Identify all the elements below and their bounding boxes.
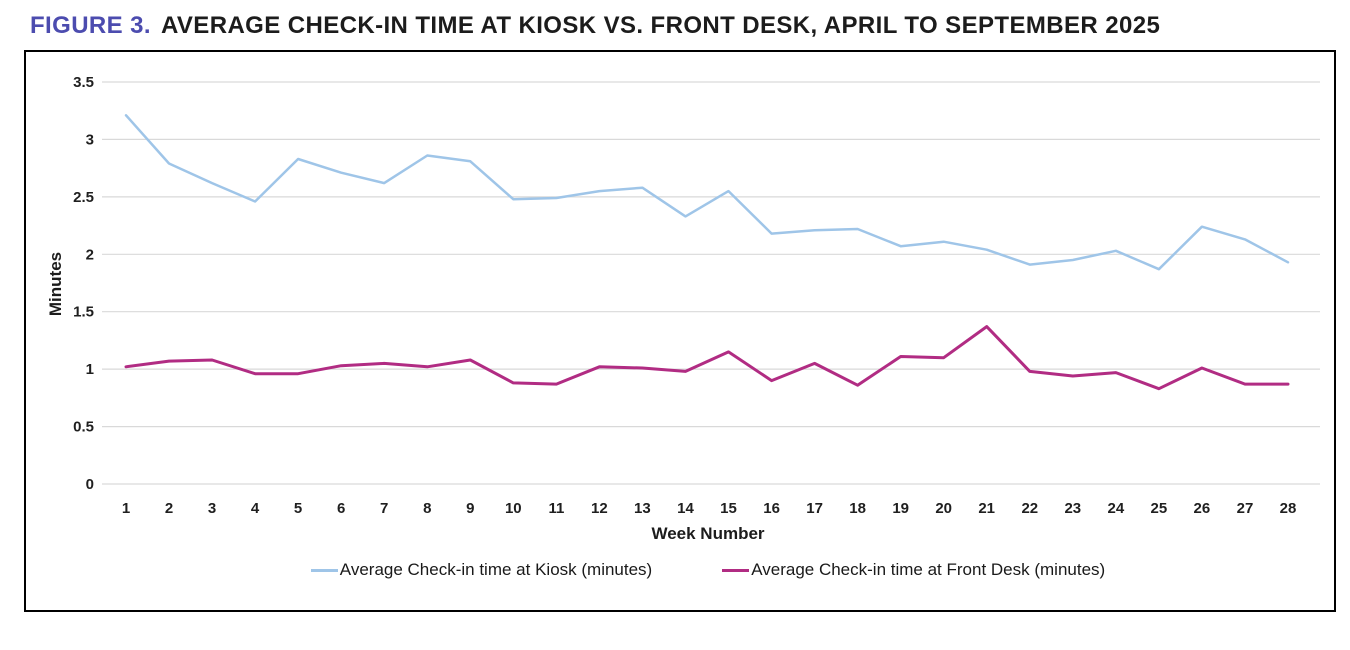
x-tick-label: 13 xyxy=(634,500,651,517)
front-desk-line-swatch-icon xyxy=(722,568,750,572)
y-axis-title: Minutes xyxy=(46,251,65,317)
x-tick-label: 21 xyxy=(978,500,995,517)
x-tick-label: 11 xyxy=(548,500,564,517)
x-tick-label: 9 xyxy=(466,500,474,517)
y-tick-label: 2.5 xyxy=(73,189,94,206)
x-tick-label: 16 xyxy=(763,500,780,517)
x-axis-title: Week Number xyxy=(651,524,765,543)
x-tick-label: 24 xyxy=(1108,500,1125,517)
x-tick-label: 8 xyxy=(423,500,431,517)
x-tick-label: 7 xyxy=(380,500,388,517)
x-tick-label: 6 xyxy=(337,500,345,517)
y-tick-label: 3 xyxy=(86,131,94,148)
chart-legend: Average Check-in time at Kiosk (minutes)… xyxy=(26,560,1334,580)
legend-label-kiosk: Average Check-in time at Kiosk (minutes) xyxy=(339,560,653,579)
y-tick-label: 0 xyxy=(86,476,94,493)
x-tick-label: 2 xyxy=(165,500,173,517)
x-tick-label: 18 xyxy=(849,500,866,517)
x-tick-label: 12 xyxy=(591,500,608,517)
x-tick-label: 27 xyxy=(1237,500,1254,517)
y-tick-label: 1.5 xyxy=(73,304,94,321)
x-tick-label: 22 xyxy=(1021,500,1038,517)
line-chart: 00.511.522.533.51 2 3 4 5 6 7 8 9 10 11 12 13 14 15 16 1… xyxy=(73,74,1320,517)
x-tick-label: 28 xyxy=(1280,500,1297,517)
x-tick-label: 1 xyxy=(122,500,130,517)
y-tick-label: 1 xyxy=(86,361,94,378)
x-tick-label: 4 xyxy=(251,500,260,517)
x-tick-label: 14 xyxy=(677,500,694,517)
x-tick-label: 17 xyxy=(806,500,823,517)
y-tick-label: 2 xyxy=(86,246,94,263)
legend-label-front-desk: Average Check-in time at Front Desk (min… xyxy=(751,560,1106,579)
chart-container: Minutes 0 0.5 1 1.5 2 2.5 3 3.5 1 2 3 4 5 6 7 8 9 10 11 12 1… xyxy=(24,50,1336,612)
kiosk-line-swatch-icon xyxy=(310,568,338,572)
x-tick-label: 15 xyxy=(720,500,737,517)
figure-title-text: AVERAGE CHECK-IN TIME AT KIOSK VS. FRONT… xyxy=(160,12,1161,39)
x-tick-label: 10 xyxy=(505,500,522,517)
x-tick-label: 5 xyxy=(294,500,302,517)
x-tick-label: 20 xyxy=(935,500,952,517)
kiosk-line xyxy=(124,114,1290,271)
x-tick-label: 23 xyxy=(1064,500,1081,517)
figure-title: FIGURE 3. AVERAGE CHECK-IN TIME AT KIOSK … xyxy=(30,12,1350,40)
x-tick-label: 19 xyxy=(892,500,909,517)
legend-item-front-desk: Average Check-in time at Front Desk (min… xyxy=(722,560,1105,580)
figure-page: FIGURE 3. AVERAGE CHECK-IN TIME AT KIOSK … xyxy=(0,12,1350,612)
x-tick-label: 25 xyxy=(1151,500,1168,517)
figure-number: FIGURE 3. xyxy=(30,12,151,39)
x-tick-label: 26 xyxy=(1194,500,1211,517)
y-tick-label: 3.5 xyxy=(73,74,94,91)
front-desk-line xyxy=(124,325,1290,391)
x-tick-label: 3 xyxy=(208,500,216,517)
legend-item-kiosk: Average Check-in time at Kiosk (minutes) xyxy=(310,560,653,580)
y-tick-label: 0.5 xyxy=(73,419,94,436)
